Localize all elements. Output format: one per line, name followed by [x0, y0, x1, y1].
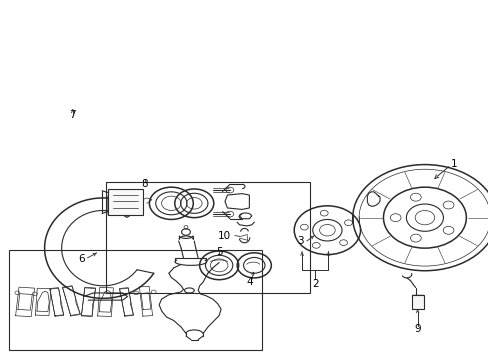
Text: 6: 6 — [78, 254, 84, 264]
Text: 1: 1 — [450, 159, 457, 169]
Text: 5: 5 — [215, 247, 222, 257]
Text: 4: 4 — [245, 277, 252, 287]
Text: 3: 3 — [297, 236, 303, 246]
Text: 9: 9 — [413, 324, 420, 334]
Text: 7: 7 — [69, 111, 76, 121]
Bar — [105, 182, 310, 293]
Bar — [411, 296, 424, 309]
Bar — [108, 189, 143, 215]
Text: 8: 8 — [141, 179, 147, 189]
Bar — [9, 250, 261, 350]
Text: 10: 10 — [217, 231, 230, 240]
Text: 2: 2 — [311, 279, 318, 289]
